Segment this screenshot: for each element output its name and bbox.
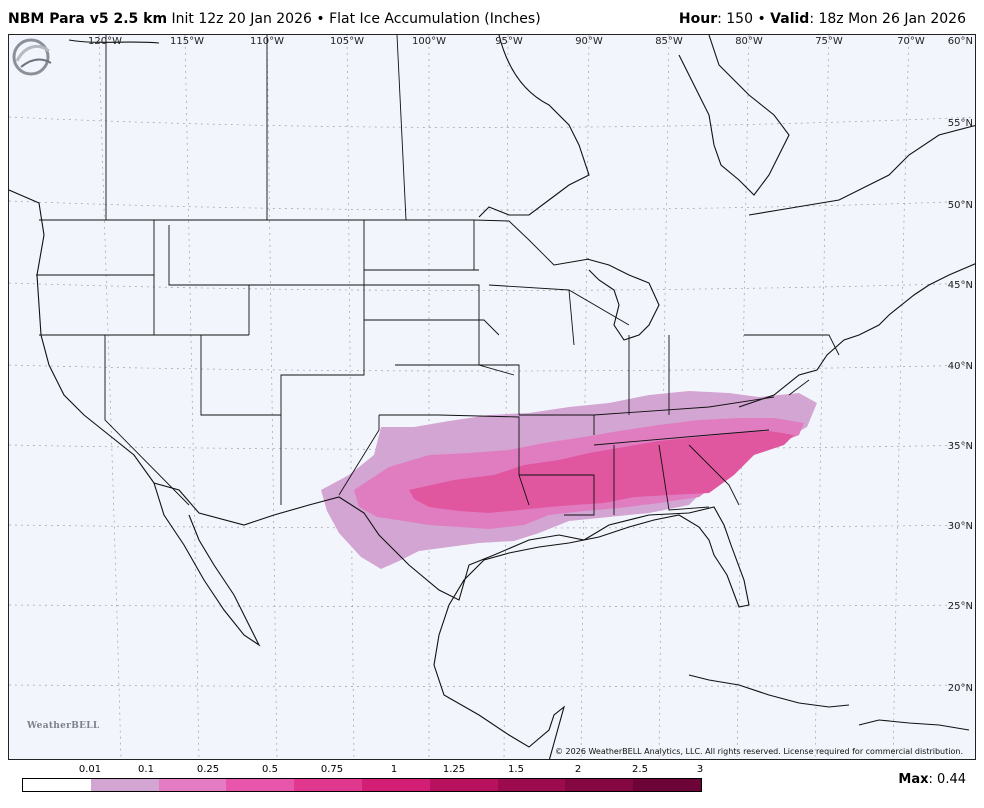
legend-swatch [226,779,295,791]
product-name: Flat Ice Accumulation (Inches) [329,11,541,27]
forecast-map: 120°W 115°W 110°W 105°W 100°W 95°W 90°W … [8,34,976,760]
hour-value: : 150 [717,11,753,27]
legend-tick: 1.25 [442,764,466,775]
lat-label: 25°N [948,601,973,612]
legend-swatch [429,779,498,791]
logo-text: WeatherBELL [27,721,100,731]
legend-tick: 1 [390,764,398,775]
lon-label: 70°W [897,36,925,47]
map-canvas: 120°W 115°W 110°W 105°W 100°W 95°W 90°W … [9,35,975,759]
lon-label: 115°W [170,36,204,47]
lat-label: 55°N [948,118,973,129]
legend-swatch [565,779,634,791]
legend-swatch [23,779,91,791]
legend-tick: 0.1 [138,764,154,775]
max-label: Max [898,772,929,787]
legend-tick: 0.5 [262,764,278,775]
lon-label: 80°W [735,36,763,47]
legend-tick: 0.75 [320,764,344,775]
lon-label: 120°W [88,36,122,47]
map-header: NBM Para v5 2.5 km Init 12z 20 Jan 2026 … [0,0,984,34]
hour-label: Hour [678,11,718,27]
ice-shade-heavy [409,431,794,513]
lon-label: 90°W [575,36,603,47]
legend-swatch [361,779,430,791]
legend-tick: 2 [574,764,582,775]
ice-accumulation-shading [321,391,817,569]
lat-label: 30°N [948,521,973,532]
lon-label: 110°W [250,36,284,47]
legend-swatch [158,779,227,791]
max-value: Max: 0.44 [898,772,966,787]
legend-swatch [294,779,362,791]
coastlines [9,35,975,759]
lon-label: 85°W [655,36,683,47]
legend-swatch [497,779,566,791]
lon-label: 100°W [412,36,446,47]
lat-label-top: 60°N [948,36,973,47]
max-number: : 0.44 [928,772,966,787]
latitude-labels: 55°N 50°N 45°N 40°N 35°N 30°N 25°N 20°N [948,118,973,694]
model-name: NBM Para v5 2.5 km [8,11,168,27]
legend-tick: 0.25 [196,764,220,775]
lat-label: 50°N [948,200,973,211]
valid-label: Valid [770,11,810,27]
weatherbell-logo-icon [12,38,52,76]
header-separator-2: • [757,11,766,27]
lon-label: 75°W [815,36,843,47]
lon-label: 95°W [495,36,523,47]
header-separator: • [316,11,325,27]
legend-tick: 1.5 [508,764,524,775]
valid-value: : 18z Mon 26 Jan 2026 [809,11,966,27]
legend-tick: 0.01 [78,764,102,775]
lat-label: 20°N [948,683,973,694]
legend-ticks: 0.01 0.1 0.25 0.5 0.75 1 1.25 1.5 2 2.5 … [22,764,704,776]
lat-label: 35°N [948,441,973,452]
lat-label: 40°N [948,361,973,372]
init-time: Init 12z 20 Jan 2026 [171,11,312,27]
longitude-labels: 120°W 115°W 110°W 105°W 100°W 95°W 90°W … [88,36,973,47]
legend-swatch [633,779,701,791]
legend-swatch [90,779,159,791]
graticule [9,35,975,759]
copyright-notice: © 2026 WeatherBELL Analytics, LLC. All r… [555,747,963,756]
header-right: Hour: 150 • Valid: 18z Mon 26 Jan 2026 [679,11,966,27]
legend-tick: 2.5 [632,764,648,775]
lat-label: 45°N [948,280,973,291]
lon-label: 105°W [330,36,364,47]
political-borders [36,35,840,516]
legend-tick: 3 [696,764,704,775]
legend-color-bar [22,778,702,792]
color-scale-legend: 0.01 0.1 0.25 0.5 0.75 1 1.25 1.5 2 2.5 … [22,764,704,796]
header-left: NBM Para v5 2.5 km Init 12z 20 Jan 2026 … [8,11,541,27]
